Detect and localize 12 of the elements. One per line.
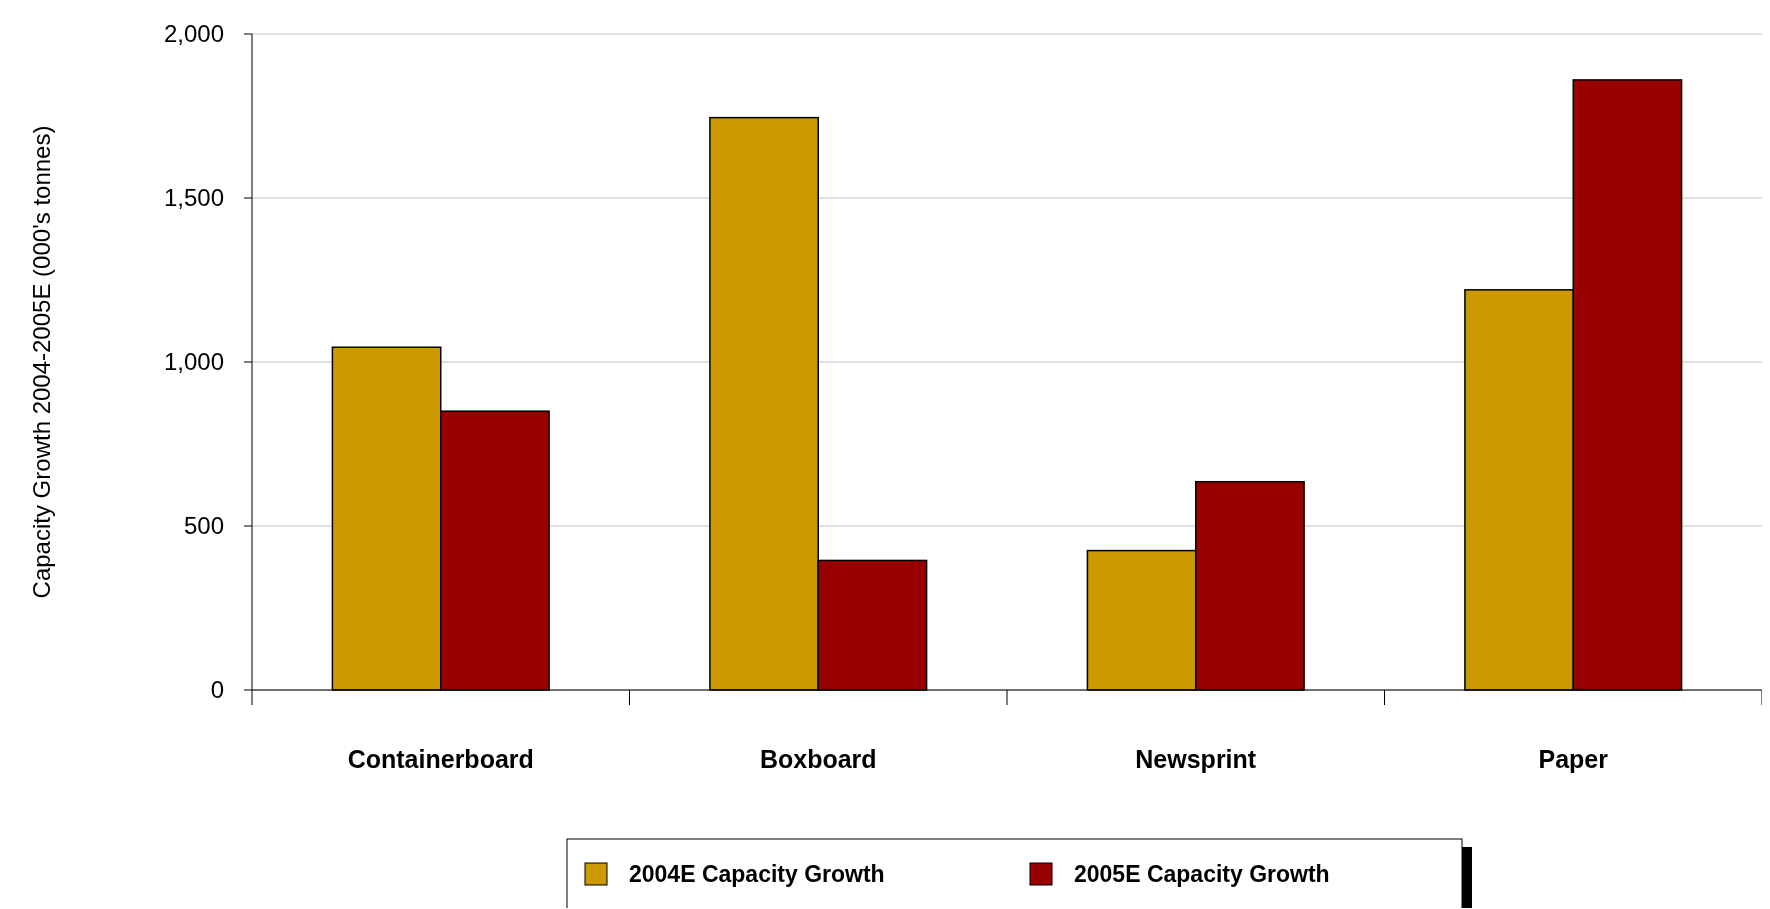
legend-label: 2004E Capacity Growth — [629, 861, 885, 888]
y-tick-label: 1,500 — [163, 184, 224, 212]
x-tick-label: Containerboard — [347, 745, 534, 773]
x-tick-label: Newsprint — [1135, 745, 1257, 773]
y-tick-label: 2,000 — [163, 20, 224, 48]
x-tick-label: Boxboard — [759, 745, 877, 773]
y-axis-title: Capacity Growth 2004-2005E (000's tonnes) — [28, 125, 56, 599]
x-tick-label: Paper — [1538, 745, 1609, 773]
y-tick-label: 0 — [210, 676, 224, 704]
legend-label: 2005E Capacity Growth — [1074, 861, 1330, 888]
y-tick-label: 500 — [183, 512, 224, 540]
y-tick-label: 1,000 — [163, 348, 224, 376]
